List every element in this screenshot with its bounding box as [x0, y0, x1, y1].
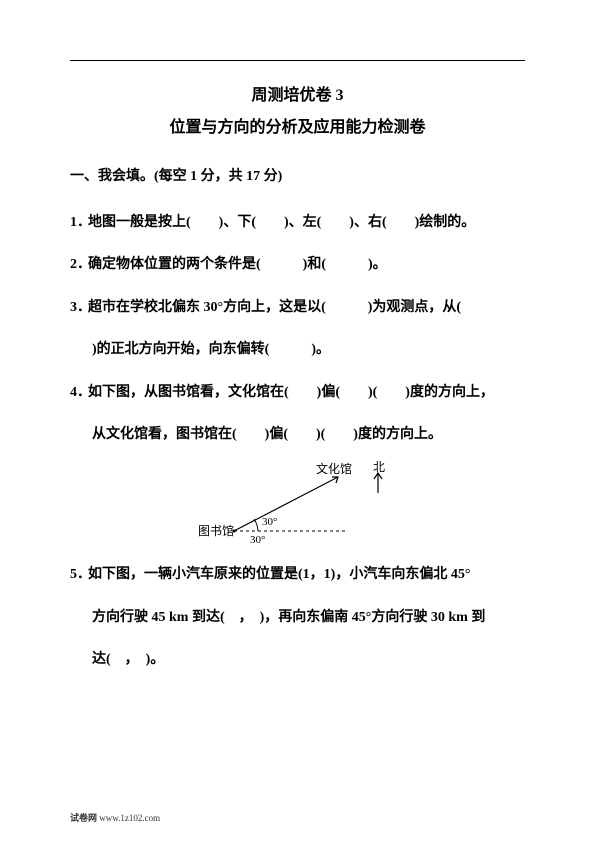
- question-5-cont1: 方向行驶 45 km 到达( ， )，再向东偏南 45°方向行驶 30 km 到: [70, 600, 525, 636]
- section-heading: 一、我会填。(每空 1 分，共 17 分): [70, 165, 525, 185]
- question-5: 5．如下图，一辆小汽车原来的位置是(1，1)，小汽车向东偏北 45°: [70, 557, 525, 593]
- q1-number: 1．: [70, 205, 88, 241]
- title-line-1: 周测培优卷 3: [70, 81, 525, 105]
- diagram-label-north: 北: [373, 460, 385, 474]
- footer-url: www.1z102.com: [99, 813, 160, 823]
- q3-text-l1: 超市在学校北偏东 30°方向上，这是以( )为观测点，从(: [88, 300, 461, 315]
- diagram-label-angle-upper: 30°: [262, 516, 277, 528]
- diagram-label-culture: 文化馆: [316, 461, 352, 476]
- question-5-cont2: 达( ， )。: [70, 642, 525, 678]
- footer-label: 试卷网: [70, 813, 97, 823]
- question-3-cont: )的正北方向开始，向东偏转( )。: [70, 332, 525, 368]
- top-rule: [70, 60, 525, 61]
- q5-text-l1: 如下图，一辆小汽车原来的位置是(1，1)，小汽车向东偏北 45°: [88, 567, 470, 582]
- diagram-q4: 文化馆 图书馆 30° 30° 北: [188, 459, 408, 549]
- question-4-cont: 从文化馆看，图书馆在( )偏( )( )度的方向上。: [70, 417, 525, 453]
- q1-text: 地图一般是按上( )、下( )、左( )、右( )绘制的。: [88, 215, 475, 230]
- footer: 试卷网 www.1z102.com: [70, 811, 160, 824]
- title-block: 周测培优卷 3 位置与方向的分析及应用能力检测卷: [70, 81, 525, 137]
- q5-text-l2: 方向行驶 45 km 到达( ， )，再向东偏南 45°方向行驶 30 km 到: [92, 610, 485, 625]
- question-4: 4．如下图，从图书馆看，文化馆在( )偏( )( )度的方向上，: [70, 375, 525, 411]
- q4-text-l2: 从文化馆看，图书馆在( )偏( )( )度的方向上。: [92, 427, 442, 442]
- q4-number: 4．: [70, 375, 88, 411]
- diagram-label-angle-lower: 30°: [250, 534, 265, 546]
- q2-text: 确定物体位置的两个条件是( )和( )。: [88, 257, 387, 272]
- question-1: 1．地图一般是按上( )、下( )、左( )、右( )绘制的。: [70, 205, 525, 241]
- title-line-2: 位置与方向的分析及应用能力检测卷: [70, 113, 525, 137]
- q5-number: 5．: [70, 557, 88, 593]
- q3-text-l2: )的正北方向开始，向东偏转( )。: [92, 342, 330, 357]
- question-2: 2．确定物体位置的两个条件是( )和( )。: [70, 247, 525, 283]
- q2-number: 2．: [70, 247, 88, 283]
- q5-text-l3: 达( ， )。: [92, 652, 164, 667]
- diagram-label-library: 图书馆: [198, 523, 234, 538]
- q3-number: 3．: [70, 290, 88, 326]
- question-3: 3．超市在学校北偏东 30°方向上，这是以( )为观测点，从(: [70, 290, 525, 326]
- q4-text-l1: 如下图，从图书馆看，文化馆在( )偏( )( )度的方向上，: [88, 385, 494, 400]
